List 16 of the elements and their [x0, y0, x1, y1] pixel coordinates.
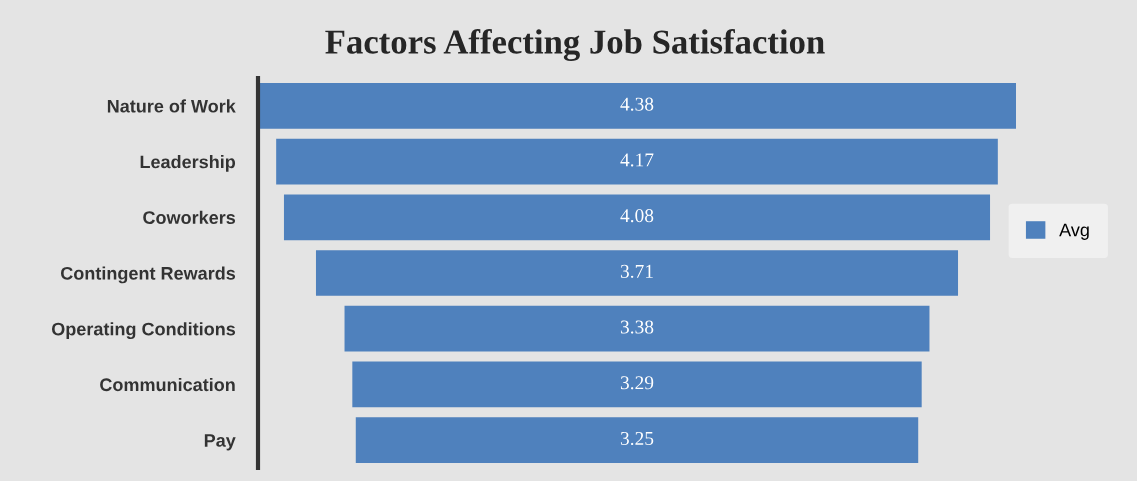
category-label: Pay [204, 434, 236, 451]
data-label: 4.38 [620, 97, 654, 111]
data-label: 3.29 [620, 376, 654, 390]
category-label: Operating Conditions [51, 322, 236, 340]
category-label: Contingent Rewards [60, 266, 236, 284]
data-label: 3.71 [620, 264, 653, 278]
data-label: 3.38 [620, 320, 654, 334]
legend-label: Avg [1059, 223, 1089, 240]
text: Factors Affecting Job Satisfaction [325, 28, 825, 62]
category-label: Nature of Work [107, 99, 236, 113]
category-label: Coworkers [143, 210, 236, 225]
category-label: Leadership [140, 155, 236, 172]
data-label: 4.17 [620, 153, 654, 167]
data-label: 4.08 [620, 209, 654, 223]
category-label: Communication [100, 377, 235, 392]
data-label: 3.25 [620, 431, 654, 446]
